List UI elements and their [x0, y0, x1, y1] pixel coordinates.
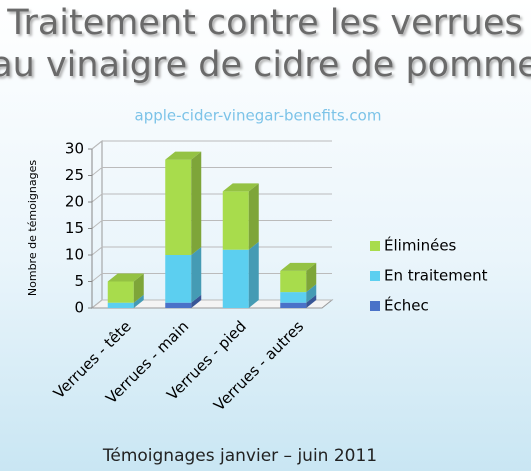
y-tick-label: 15: [65, 219, 84, 237]
grid-line: [91, 167, 332, 176]
bar-side: [306, 284, 317, 303]
y-tick-label: 5: [74, 272, 84, 290]
bar-side: [191, 294, 202, 308]
bar: [107, 302, 134, 308]
y-tick-label: 0: [74, 299, 84, 317]
y-tick-label: 25: [65, 166, 84, 184]
y-tick-label: 20: [65, 193, 84, 211]
y-tick-label: 30: [65, 140, 84, 158]
y-axis-label: Nombre de témoignages: [26, 160, 39, 296]
bar-side: [191, 151, 202, 255]
bar-side: [133, 294, 144, 308]
bar-side: [248, 183, 259, 250]
chart-title: Traitement contre les verrues: [6, 3, 523, 43]
bar-top: [222, 183, 259, 192]
bar: [222, 249, 249, 308]
legend-swatch: [370, 241, 380, 251]
legend-label: En traitement: [384, 267, 488, 285]
chart-title: au vinaigre de cidre de pomme: [0, 45, 531, 85]
legend-label: Échec: [384, 296, 429, 315]
chart-subtitle: apple-cider-vinegar-benefits.com: [135, 107, 382, 125]
bar-side: [306, 294, 317, 308]
bar-side: [248, 241, 259, 308]
legend-swatch: [370, 271, 380, 281]
bar: [280, 302, 307, 308]
legend-label: Éliminées: [384, 236, 457, 255]
bar: [165, 255, 192, 303]
bar: [165, 159, 192, 255]
grid-line: [91, 140, 332, 150]
bar: [107, 281, 134, 303]
bar: [280, 270, 307, 293]
legend-swatch: [370, 301, 380, 311]
bar-side: [133, 273, 144, 303]
y-tick-label: 10: [65, 246, 84, 264]
bar-top: [107, 273, 144, 282]
bar: [165, 302, 192, 308]
bar-side: [306, 262, 317, 293]
bar-top: [165, 151, 202, 160]
bar: [280, 292, 307, 303]
footer: Témoignages janvier – juin 2011: [102, 446, 377, 466]
bar-side: [191, 247, 202, 303]
bar: [222, 191, 249, 250]
bar-top: [280, 262, 317, 271]
